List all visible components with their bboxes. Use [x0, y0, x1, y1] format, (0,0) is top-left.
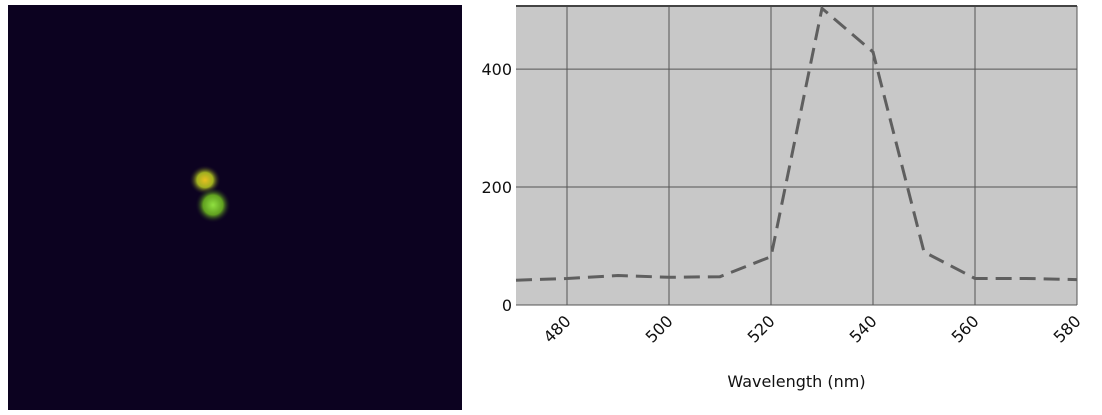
- spectrum-chart: 0 200 400 480 500 520 540 560 580 Wavelength (nm): [481, 6, 1084, 391]
- x-tick-label: 500: [642, 312, 677, 347]
- y-tick-label: 400: [481, 60, 512, 79]
- screen: 0 200 400 480 500 520 540 560 580 Wavelength (nm): [0, 0, 1102, 415]
- x-tick-label: 480: [540, 312, 575, 347]
- x-tick-label: 520: [744, 312, 779, 347]
- y-tick-label: 200: [481, 178, 512, 197]
- x-axis-label: Wavelength (nm): [727, 372, 865, 391]
- microscope-image: [8, 5, 462, 410]
- x-tick-label: 560: [948, 312, 983, 347]
- app-view: 0 200 400 480 500 520 540 560 580 Wavelength (nm): [0, 0, 1102, 415]
- x-tick-label: 540: [846, 312, 881, 347]
- y-tick-label: 0: [502, 296, 512, 315]
- plot-area: [516, 6, 1077, 305]
- x-tick-label: 580: [1050, 312, 1085, 347]
